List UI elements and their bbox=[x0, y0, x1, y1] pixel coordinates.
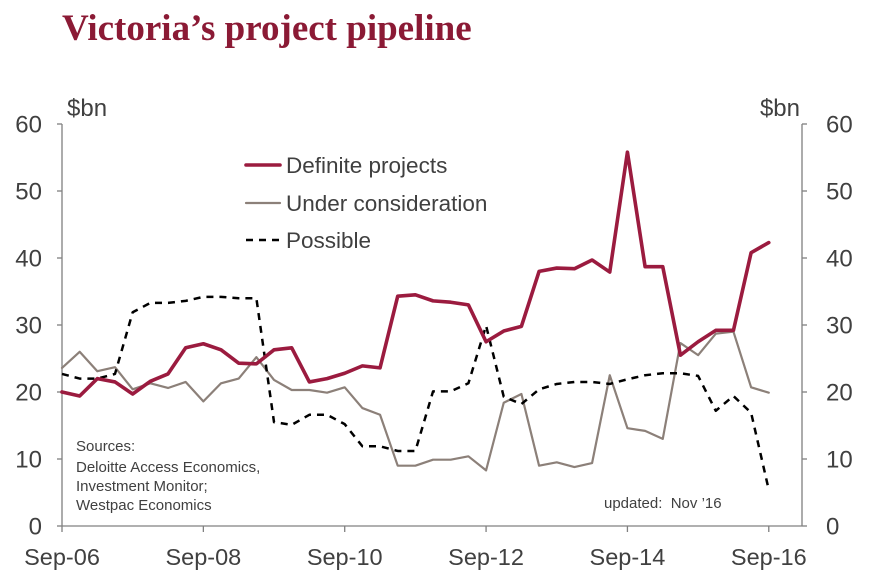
x-tick-label: Sep-14 bbox=[590, 544, 666, 570]
x-tick-label: Sep-12 bbox=[448, 544, 524, 570]
right-y-tick-label: 20 bbox=[826, 380, 853, 407]
legend-label-definite-projects: Definite projects bbox=[286, 153, 447, 178]
legend-item-possible: Possible bbox=[246, 228, 371, 253]
left-y-tick-label: 30 bbox=[15, 313, 42, 340]
series-definite-projects-line bbox=[60, 150, 771, 398]
right-y-tick-label: 60 bbox=[826, 112, 853, 139]
x-tick-label: Sep-10 bbox=[307, 544, 383, 570]
series-possible-line bbox=[61, 295, 770, 491]
right-axis-unit: $bn bbox=[760, 95, 800, 122]
left-y-tick-label: 10 bbox=[15, 447, 42, 474]
right-y-tick-label: 50 bbox=[826, 179, 853, 206]
left-y-tick-label: 0 bbox=[29, 514, 42, 541]
left-y-tick-label: 50 bbox=[15, 179, 42, 206]
series-under-consideration-line bbox=[60, 330, 770, 472]
x-axis: Sep-06 Sep-08 Sep-10 Sep-12 Sep-14 Sep-16 bbox=[24, 526, 807, 570]
legend-label-under-consideration: Under consideration bbox=[286, 191, 487, 216]
left-axis-unit: $bn bbox=[67, 95, 107, 122]
source-line: Westpac Economics bbox=[76, 497, 212, 514]
left-y-tick-label: 40 bbox=[15, 246, 42, 273]
x-tick-label: Sep-06 bbox=[24, 544, 100, 570]
updated-note: updated: Nov ’16 bbox=[604, 495, 722, 512]
legend-label-possible: Possible bbox=[286, 228, 371, 253]
left-y-axis: 0 10 20 30 40 50 60 bbox=[15, 112, 62, 541]
right-y-axis: 0 10 20 30 40 50 60 bbox=[802, 112, 853, 541]
series-lines bbox=[60, 150, 771, 491]
source-line: Investment Monitor; bbox=[76, 478, 208, 495]
source-line: Deloitte Access Economics, bbox=[76, 459, 260, 476]
sources-heading: Sources: bbox=[76, 438, 135, 455]
right-y-tick-label: 0 bbox=[826, 514, 839, 541]
left-y-tick-label: 60 bbox=[15, 112, 42, 139]
sources-note: Sources: Deloitte Access Economics, Inve… bbox=[76, 438, 260, 514]
x-tick-label: Sep-08 bbox=[165, 544, 241, 570]
chart-title: Victoria’s project pipeline bbox=[62, 8, 472, 49]
legend-item-under-consideration: Under consideration bbox=[244, 191, 487, 216]
right-y-tick-label: 40 bbox=[826, 246, 853, 273]
x-tick-label: Sep-16 bbox=[731, 544, 807, 570]
right-y-tick-label: 30 bbox=[826, 313, 853, 340]
right-y-tick-label: 10 bbox=[826, 447, 853, 474]
legend-item-definite-projects: Definite projects bbox=[244, 153, 447, 178]
legend: Definite projects Under consideration Po… bbox=[244, 153, 487, 253]
left-y-tick-label: 20 bbox=[15, 380, 42, 407]
